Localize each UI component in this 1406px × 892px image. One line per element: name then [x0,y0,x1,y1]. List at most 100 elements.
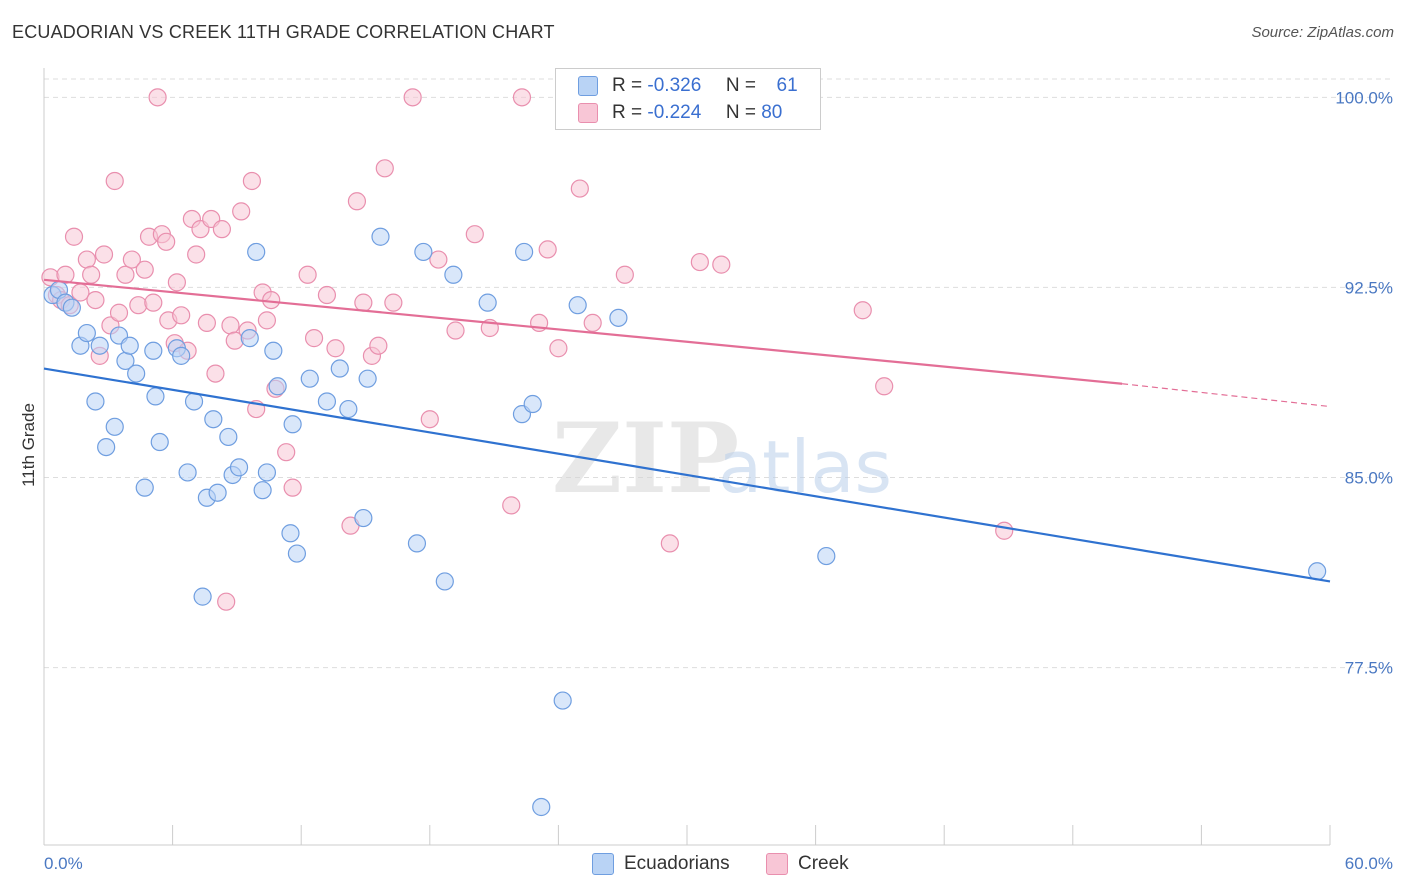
legend-swatch-blue [578,76,598,96]
ecuadorian-point [144,341,163,360]
creek-point [277,443,296,462]
ecuadorian-point [193,587,212,606]
creek-point [77,250,96,269]
legend-text: R = -0.326 N = 61 [612,75,798,97]
ecuadorian-point [264,341,283,360]
creek-point [135,260,154,279]
creek-point [144,293,163,312]
creek-point [502,496,521,515]
ecuadorian-point [178,463,197,482]
creek-point [116,265,135,284]
creek-point [326,339,345,358]
creek-point [429,250,448,269]
creek-point [512,88,532,107]
legend-r-value: -0.224 [647,102,702,123]
creek-point [347,192,367,211]
creek-point [375,159,394,178]
ecuadorian-point [77,323,96,343]
creek-point [403,88,422,107]
ecuadorian-point [208,483,227,502]
ecuadorian-point [523,394,542,414]
ecuadorian-point [317,392,337,411]
stats-legend: R = -0.326 N = 61 R = -0.224 N = 80 [555,68,821,130]
creek-point [187,245,206,264]
ecuadorian-point [135,478,154,497]
y-tick-label: 100.0% [1335,88,1393,107]
ecuadorian-point [817,546,836,566]
ecuadorian-point [330,359,349,378]
ecuadorian-point [532,797,551,817]
creek-point [995,521,1014,540]
legend-n-label: N = [725,102,756,123]
creek-point [660,534,679,553]
legend-r-label: R = [612,102,643,123]
ecuadorian-point [414,242,433,262]
ecuadorian-point [371,227,390,246]
y-axis-label: 11th Grade [19,403,38,487]
creek-point [570,179,589,198]
creek-point [86,290,105,310]
ecuadorian-point [257,463,277,482]
y-tick-label: 92.5% [1345,278,1393,297]
creek-point [232,202,251,221]
creek-point [538,240,557,259]
ecuadorian-point [407,534,427,553]
ecuadorian-point [62,298,81,317]
creek-point [615,265,634,284]
ecuadorian-point [90,336,109,355]
bottom-swatch-pink [766,853,788,875]
ecuadorian-point [146,387,165,406]
ecuadorian-point [253,481,272,500]
creek-point [465,225,484,244]
creek-point [94,245,114,264]
legend-n-value: 80 [761,102,783,123]
creek-point [583,313,602,333]
creek-point [369,336,388,355]
creek-point [853,301,872,320]
watermark-zip: ZIP [552,402,739,515]
ecuadorian-point [354,508,373,528]
creek-point [298,265,317,284]
ecuadorian-point [358,369,377,388]
creek-point [122,250,141,269]
creek-point [221,316,240,335]
legend-swatch-pink [578,103,598,123]
axis-layer: 77.5% 85.0% 92.5% 100.0% 0.0% 60.0% [43,68,1393,873]
ecuadorian-point [515,242,534,262]
creek-point [217,592,236,611]
ecuadorian-point [172,346,191,365]
ecuadorian-point [478,293,497,312]
x-tick-label: 60.0% [1345,854,1393,873]
ecuadorian-point [609,308,628,327]
bottom-swatch-blue [592,853,614,875]
ecuadorian-points [43,227,1327,817]
ecuadorian-point [300,369,319,388]
creek-point [283,478,302,497]
creek-point [690,252,709,272]
ecuadorian-point [240,329,259,348]
creek-point [148,88,167,107]
creek-point [384,293,403,312]
legend-r-value: -0.326 [647,75,702,96]
ecuadorian-point [553,691,572,710]
creek-point [82,265,101,284]
creek-point [129,296,148,315]
creek-point [172,306,191,325]
bottom-legend-label: Creek [798,853,849,874]
creek-point [212,220,231,239]
creek-point [420,410,439,429]
creek-point [549,339,568,358]
legend-n-label: N = [725,75,756,96]
creek-point [446,321,465,340]
trend-lines [43,278,1331,583]
ecuadorian-point [283,415,302,434]
legend-n-value: 61 [776,75,798,96]
ecuadorian-point [268,377,287,396]
creek-point [167,273,186,292]
ecuadorian-point [184,392,204,411]
legend-r-label: R = [612,75,643,96]
creek-point [875,377,894,396]
y-tick-label: 85.0% [1345,469,1393,488]
watermark-atlas: atlas [718,425,892,509]
